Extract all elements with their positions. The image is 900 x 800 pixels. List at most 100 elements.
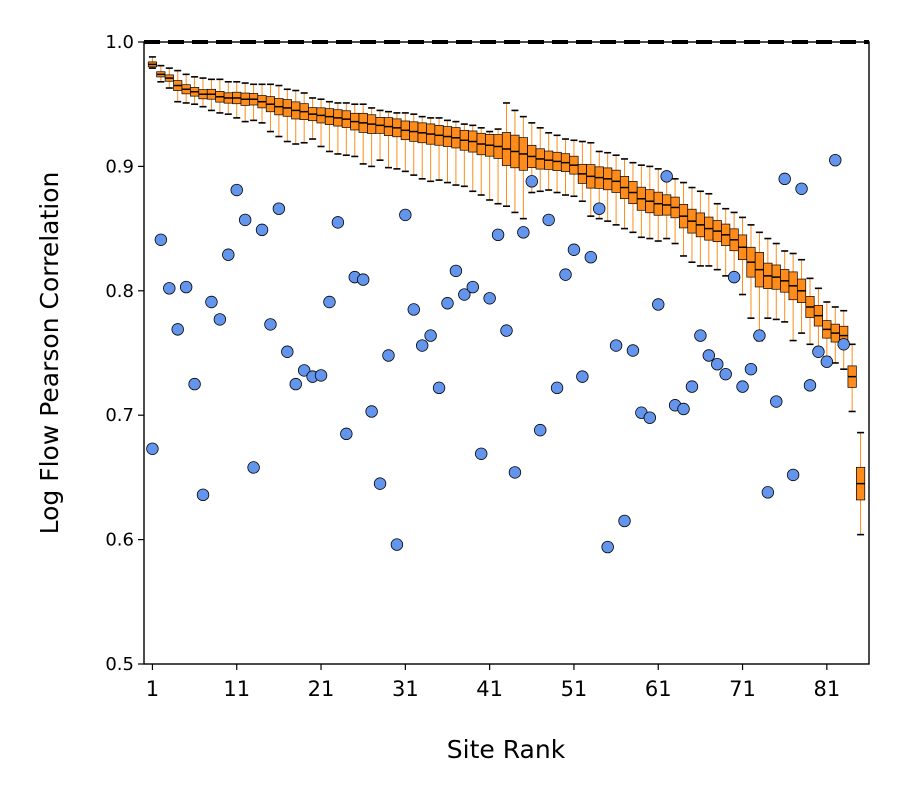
scatter-point <box>483 292 496 305</box>
scatter-point <box>466 280 479 294</box>
scatter-point <box>255 223 269 237</box>
scatter-point <box>576 370 589 383</box>
scatter-point <box>626 344 640 357</box>
scatter-point <box>188 377 201 391</box>
scatter-point <box>736 380 749 393</box>
scatter-point <box>205 295 218 309</box>
scatter-point <box>812 345 825 358</box>
axes-frame <box>143 41 870 665</box>
scatter-point <box>154 233 168 246</box>
scatter-point <box>567 243 581 256</box>
scatter-point <box>340 427 353 441</box>
scatter-point <box>230 183 243 197</box>
scatter-point <box>618 514 631 528</box>
scatter-point <box>475 447 488 460</box>
scatter-point <box>407 303 420 316</box>
scatter-point <box>593 202 606 215</box>
scatter-point <box>356 273 370 286</box>
scatter-point <box>213 313 227 326</box>
scatter-point <box>171 323 184 336</box>
scatter-point <box>652 298 665 311</box>
boxes-layer <box>147 61 866 501</box>
scatter-point <box>373 477 387 490</box>
scatter-point <box>289 377 302 391</box>
scatter-point <box>272 202 286 215</box>
scatter-point <box>517 226 530 239</box>
scatter-point <box>365 405 378 418</box>
scatter-point <box>390 538 404 551</box>
scatter-point <box>829 153 842 167</box>
scatter-point <box>415 339 429 352</box>
scatter-point <box>146 442 159 455</box>
scatter-point <box>449 264 463 278</box>
scatter-point <box>458 288 471 301</box>
scatter-point <box>711 357 724 371</box>
x-tick-label: 41 <box>476 677 503 701</box>
scatter-point <box>643 411 657 424</box>
scatter-point <box>222 248 235 261</box>
x-tick-label: 81 <box>813 677 840 701</box>
scatter-point <box>534 423 547 437</box>
y-tick-label: 0.6 <box>105 530 134 551</box>
y-tick-label: 0.9 <box>105 156 134 177</box>
axes-layer: 0.50.60.70.80.91.01 11 21 31 41 51 61 71 81 <box>105 32 870 701</box>
scatter-point <box>424 329 437 342</box>
scatter-point <box>803 379 817 392</box>
scatter-point <box>753 329 766 342</box>
scatter-point <box>500 324 513 337</box>
scatter-point <box>314 369 328 382</box>
scatter-point <box>264 318 277 331</box>
scatter-point <box>719 367 732 381</box>
scatter-point <box>660 170 673 183</box>
x-tick-label: 71 <box>729 677 756 701</box>
scatter-point <box>196 488 210 502</box>
scatter-point <box>778 172 791 186</box>
x-axis-title: Site Rank <box>447 735 566 764</box>
scatter-point <box>694 329 707 342</box>
x-tick-label: 11 <box>223 677 250 701</box>
x-tick-label: 61 <box>645 677 672 701</box>
scatter-point <box>331 216 345 229</box>
scatter-point <box>550 381 564 395</box>
scatter-point <box>525 175 538 188</box>
scatter-point <box>179 280 193 294</box>
y-tick-label: 0.7 <box>105 405 134 426</box>
scatter-point <box>601 540 614 554</box>
scatter-point <box>382 349 395 362</box>
scatter-point <box>677 402 690 416</box>
scatter-point <box>609 339 623 352</box>
scatter-point <box>685 380 699 393</box>
scatter-point <box>508 466 522 479</box>
x-tick-label: 21 <box>308 677 335 701</box>
y-tick-label: 0.5 <box>105 654 134 675</box>
x-tick-label: 51 <box>561 677 588 701</box>
scatter-point <box>432 381 446 395</box>
scatter-point <box>795 182 808 195</box>
scatter-point <box>281 345 294 358</box>
x-tick-label: 31 <box>392 677 419 701</box>
scatter-point <box>163 282 176 295</box>
scatter-point <box>727 270 741 284</box>
scatter-point <box>837 338 850 351</box>
scatter-point <box>559 268 572 281</box>
scatter-point <box>761 486 775 499</box>
scatter-point <box>491 228 505 242</box>
y-tick-label: 0.8 <box>105 281 134 302</box>
scatter-point <box>786 468 800 482</box>
x-tick-label: 1 <box>146 677 159 701</box>
scatter-point <box>238 213 252 227</box>
scatter-point <box>744 362 758 376</box>
scatter-point <box>297 364 311 377</box>
scatter-point <box>399 208 412 222</box>
y-axis-title: Log Flow Pearson Correlation <box>35 172 64 535</box>
scatter-point <box>584 251 598 264</box>
scatter-point <box>820 355 834 368</box>
scatter-point <box>441 297 454 310</box>
scatter-point <box>323 295 336 309</box>
scatter-point <box>542 213 555 227</box>
y-tick-label: 1.0 <box>105 32 134 53</box>
scatter-points-layer <box>146 153 850 554</box>
scatter-point <box>247 461 260 474</box>
scatter-point <box>770 395 783 408</box>
